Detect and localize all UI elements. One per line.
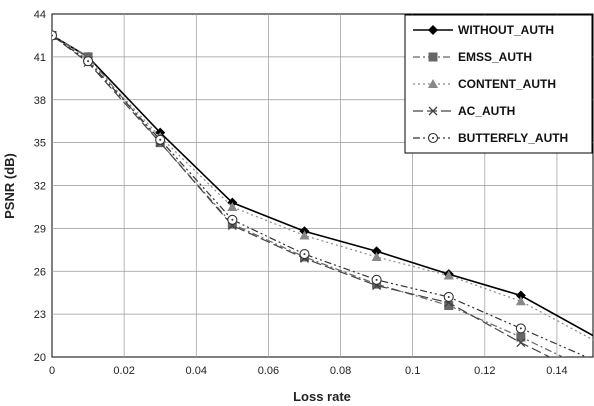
x-tick-label: 0.06: [258, 365, 279, 377]
x-axis: 0 0.02 0.04 0.06 0.08 0.1 0.12 0.14: [49, 365, 568, 377]
y-tick-label: 32: [34, 181, 46, 193]
x-tick-label: 0.14: [546, 365, 567, 377]
x-tick-label: 0.08: [330, 365, 351, 377]
y-tick-label: 35: [34, 138, 46, 150]
data-point: [515, 296, 526, 306]
data-point: [515, 323, 526, 334]
data-point: [155, 134, 166, 145]
data-point: [371, 246, 382, 257]
y-tick-label: 44: [34, 9, 46, 21]
x-tick-label: 0: [49, 365, 55, 377]
data-point: [516, 332, 526, 342]
x-tick-label: 0.02: [113, 365, 134, 377]
legend-label: CONTENT_AUTH: [458, 77, 556, 91]
x-tick-label: 0.12: [474, 365, 495, 377]
data-point: [83, 56, 94, 67]
y-axis: 20 23 26 29 32 35 38 41 44: [34, 9, 46, 364]
data-point: [516, 338, 526, 348]
legend-box: [404, 14, 593, 154]
data-point: [428, 79, 438, 88]
data-point: [428, 106, 438, 116]
data-point: [299, 249, 310, 260]
legend-item: BUTTERFLY_AUTH: [413, 131, 568, 145]
legend: WITHOUT_AUTH EMSS_AUTH CONTENT_AUTH AC_AUTH…: [404, 14, 593, 154]
data-point: [52, 30, 58, 41]
data-point: [515, 290, 526, 301]
data-point: [371, 274, 382, 285]
y-tick-label: 41: [34, 52, 46, 64]
legend-label: BUTTERFLY_AUTH: [458, 131, 568, 145]
legend-label: WITHOUT_AUTH: [458, 23, 554, 37]
data-point: [371, 251, 382, 261]
y-tick-label: 38: [34, 95, 46, 107]
x-tick-label: 0.1: [405, 365, 420, 377]
data-point: [428, 25, 438, 35]
series-line: [52, 34, 565, 357]
legend-label: EMSS_AUTH: [458, 50, 532, 64]
data-point: [443, 291, 454, 303]
data-point: [443, 270, 454, 280]
x-tick-label: 0.04: [186, 365, 207, 377]
series-line: [52, 34, 588, 357]
legend-label: AC_AUTH: [458, 104, 515, 118]
series-layer: [52, 30, 593, 357]
legend-item: AC_AUTH: [413, 104, 515, 118]
data-point: [227, 201, 238, 211]
y-axis-title: PSNR (dB): [2, 153, 17, 219]
legend-item: CONTENT_AUTH: [413, 77, 556, 91]
data-point: [428, 52, 438, 62]
y-tick-label: 26: [34, 266, 46, 278]
series-butterfly-auth: [52, 30, 588, 357]
x-axis-title: Loss rate: [293, 389, 351, 404]
y-tick-label: 29: [34, 223, 46, 235]
data-point: [427, 132, 439, 144]
legend-item: WITHOUT_AUTH: [413, 23, 554, 37]
y-tick-label: 20: [34, 352, 46, 364]
y-tick-label: 23: [34, 309, 46, 321]
data-point: [227, 214, 238, 225]
data-point: [444, 301, 454, 311]
data-point: [299, 230, 310, 240]
legend-item: EMSS_AUTH: [413, 50, 532, 64]
